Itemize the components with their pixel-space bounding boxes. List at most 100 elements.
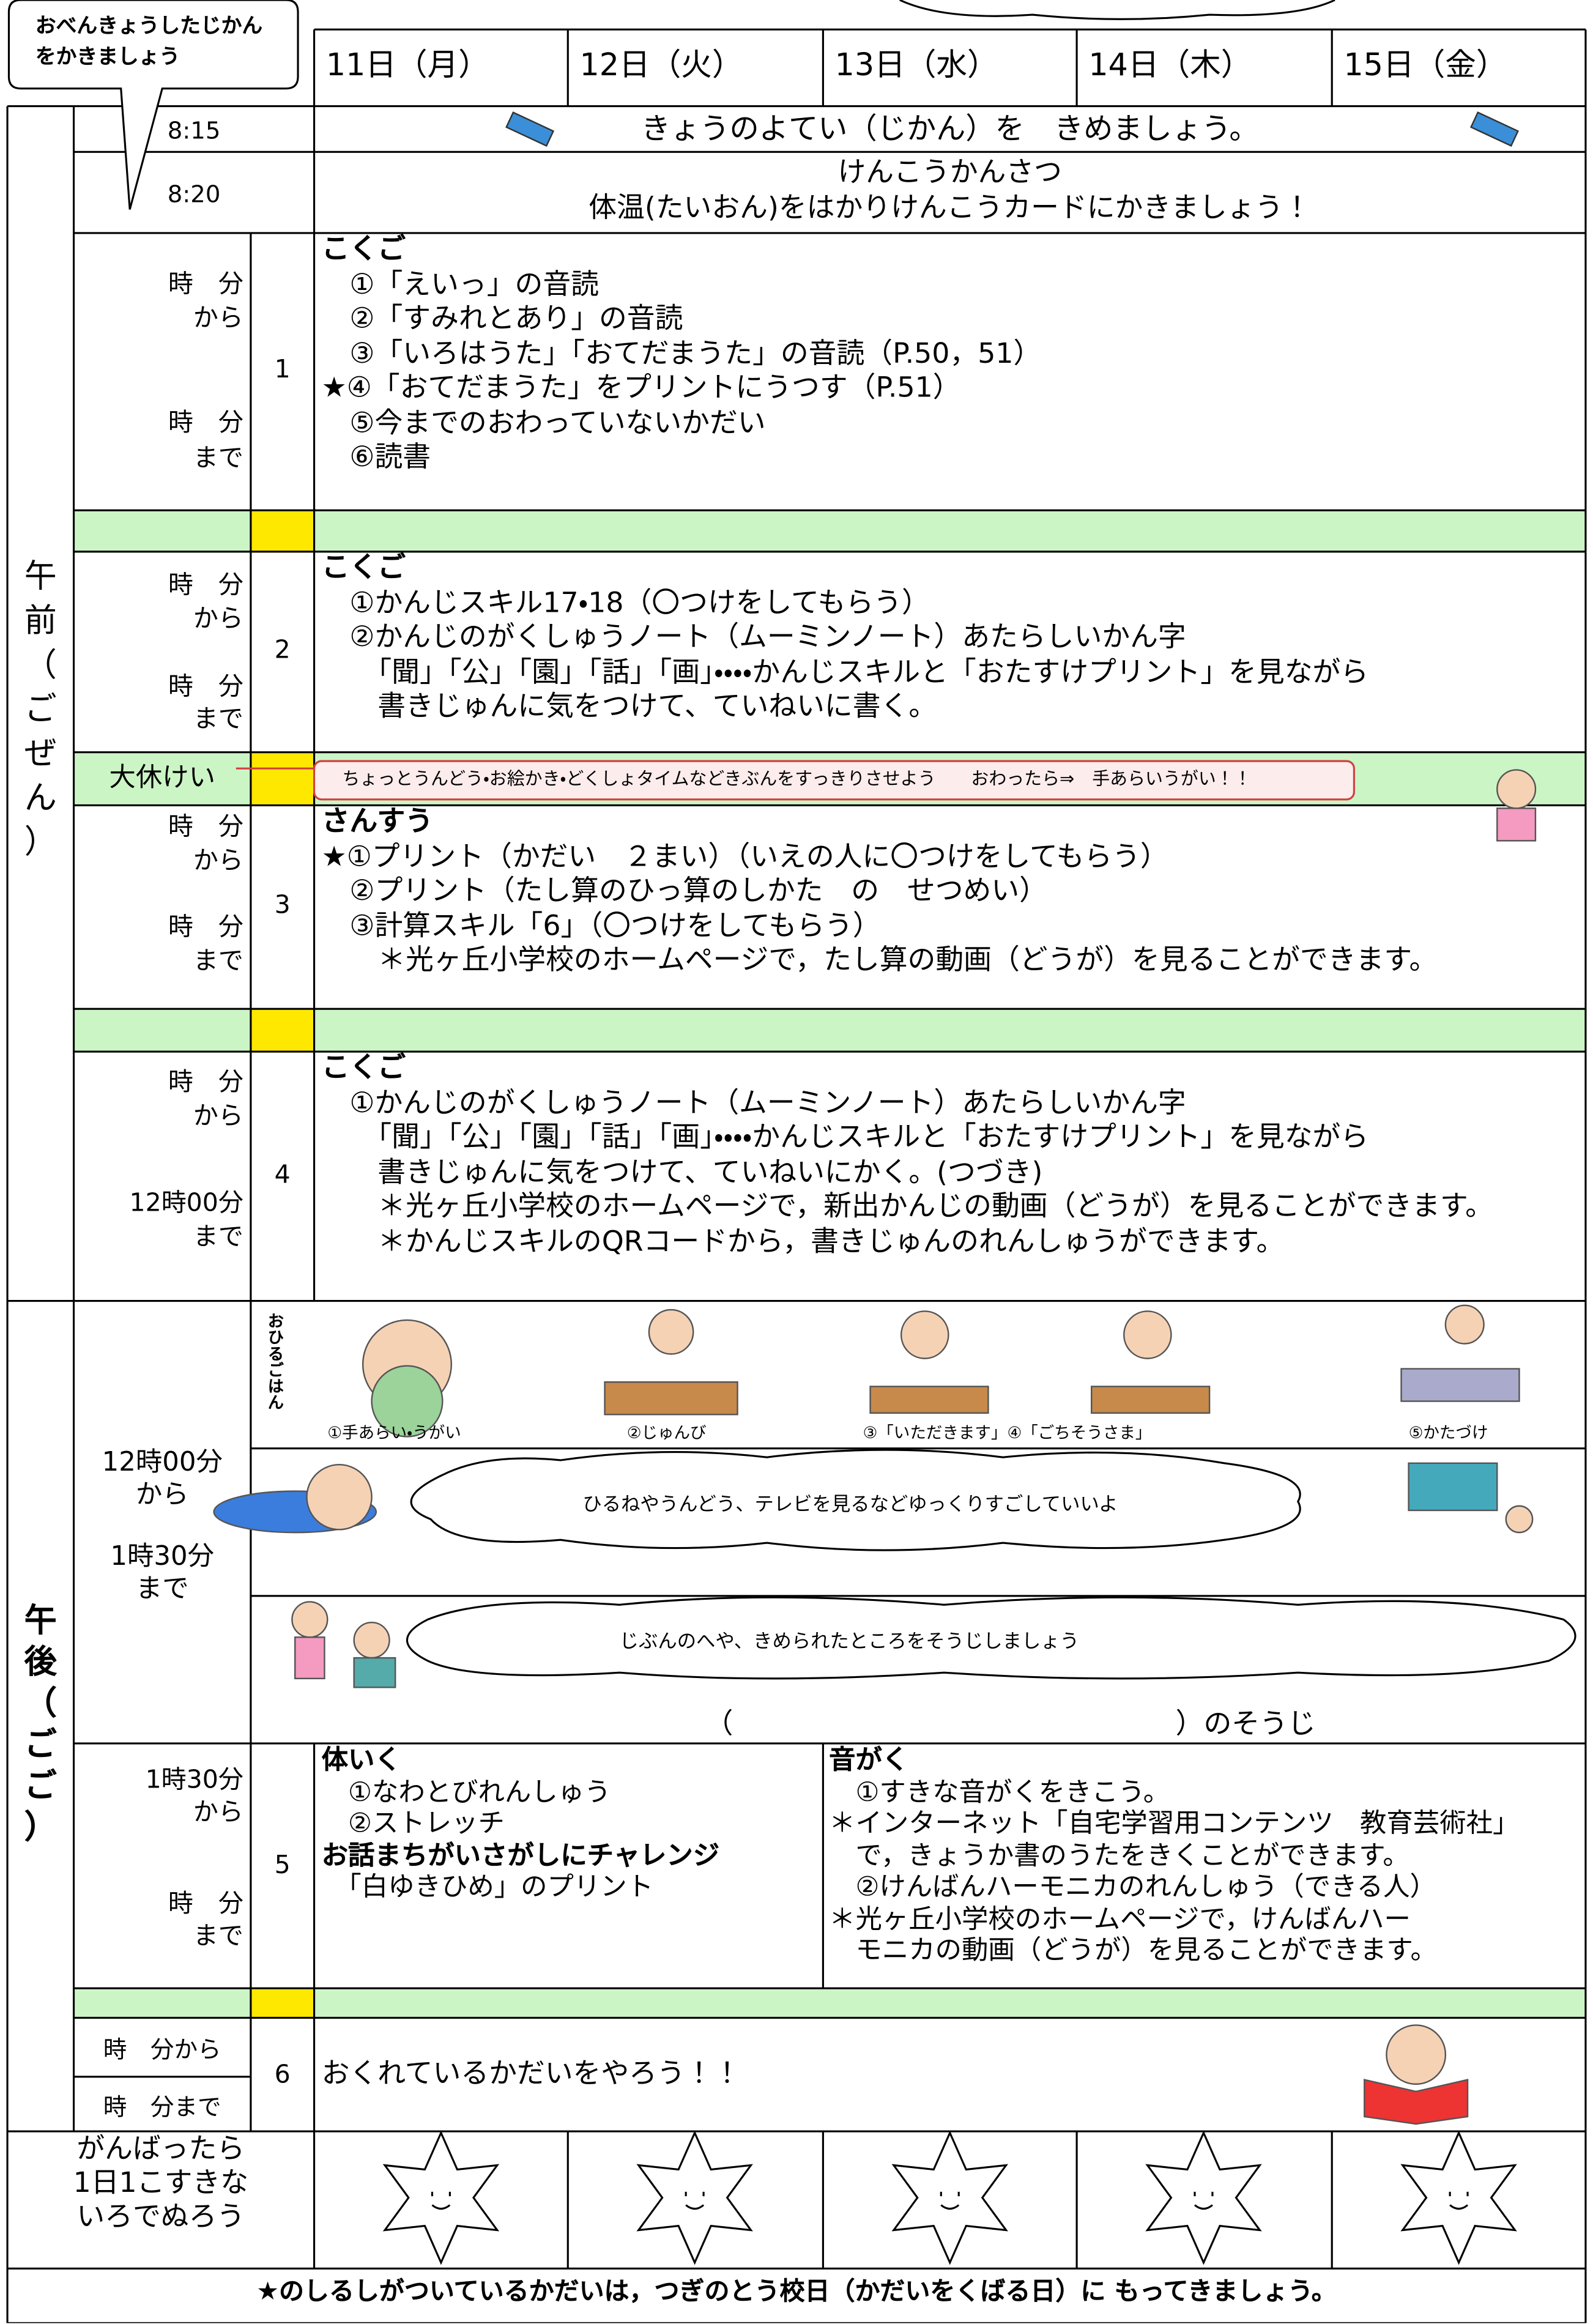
text: 6: [274, 2060, 291, 2090]
text: ご: [24, 691, 57, 729]
text: 8:15: [167, 116, 221, 145]
illustrations: [213, 769, 1537, 2125]
clouds: [406, 1449, 1576, 1680]
text: ②けんばんハーモニカのれんしゅう（できる人）: [829, 1871, 1436, 1903]
text: ⑥読書: [321, 440, 431, 473]
text: ）: [24, 1810, 57, 1847]
text: まで: [135, 1573, 189, 1605]
text: ★①プリント（かだい ２まい）（いえの人に〇つけをしてもらう）: [321, 840, 1168, 873]
text: 4: [274, 1160, 291, 1190]
text: まで: [193, 705, 243, 735]
text: ＊かんじスキルのQRコードから，書きじゅんのれんしゅうができます。: [321, 1225, 1285, 1258]
text: まで: [193, 1222, 243, 1253]
text: 13日（水）: [834, 47, 998, 83]
star-face: [1449, 2191, 1469, 2210]
text: ★のしるしがついているかだいは，つぎのとう校日（かだいをくばる日）に もってきま…: [256, 2277, 1337, 2307]
text: 時 分まで: [103, 2093, 221, 2122]
text: 3: [274, 891, 291, 921]
text: さんすう: [321, 805, 433, 838]
text: まで: [193, 946, 243, 977]
star-face: [1194, 2191, 1214, 2210]
text: ひるねやうんどう、テレビを見るなどゆっくりすごしていいよ: [582, 1494, 1118, 1517]
cloud-top: [899, 0, 1335, 20]
text: から: [193, 604, 243, 634]
text: ①かんじのがくしゅうノート（ムーミンノート）あたらしいかん字: [321, 1086, 1186, 1119]
recess-note: [236, 760, 1355, 801]
text: ぜ: [24, 736, 57, 773]
text: 1日1こすきな: [73, 2166, 249, 2199]
text: ）: [24, 824, 57, 862]
text: まで: [193, 1921, 243, 1951]
text: ②「すみれとあり」の音読: [321, 302, 683, 335]
text: で，きょうか書のうたをきくことができます。: [829, 1840, 1409, 1871]
text: ＊光ヶ丘小学校のホームページで，けんばんハー: [829, 1903, 1411, 1935]
text: ★④「おてだまうた」をプリントにうつす（P.51）: [321, 371, 961, 404]
text: 時 分: [168, 270, 243, 300]
text: 体いく: [321, 1745, 401, 1776]
text: いろでぬろう: [76, 2200, 245, 2233]
star-face: [685, 2191, 705, 2210]
text: ①かんじスキル17・18（〇つけをしてもらう）: [321, 586, 930, 619]
text: 2: [274, 636, 291, 666]
text: ）のそうじ: [1175, 1708, 1316, 1741]
text: 14日（木）: [1088, 47, 1252, 83]
text: から: [193, 1102, 243, 1132]
text: 1: [274, 355, 291, 385]
text: こくご: [321, 1052, 406, 1085]
text: 時 分: [168, 812, 243, 842]
star: [1145, 2130, 1262, 2265]
text: 大休けい: [109, 762, 216, 794]
text: 時 分: [168, 408, 243, 439]
text: から: [193, 846, 243, 877]
text: ちょっとうんどう・お絵かき・どくしょタイムなどきぶんをすっきりさせよう おわった…: [342, 768, 1252, 789]
text: 時 分: [168, 672, 243, 702]
text: けんこうかんさつ: [837, 156, 1062, 189]
text: ん: [24, 780, 57, 817]
text: きょうのよてい（じかん）を きめましょう。: [641, 110, 1259, 146]
text: 時 分: [168, 571, 243, 601]
star-face: [940, 2191, 960, 2210]
stars: [382, 2130, 1517, 2265]
text: （: [24, 647, 57, 685]
text: 前: [24, 603, 57, 640]
text: 午: [24, 559, 57, 596]
text: 書きじゅんに気をつけて、ていねいにかく。(つづき): [321, 1156, 1043, 1189]
text: ②ストレッチ: [321, 1808, 505, 1840]
text: 1時30分: [110, 1541, 215, 1573]
text: 時 分: [168, 913, 243, 943]
star: [382, 2130, 500, 2265]
text: モニカの動画（どうが）を見ることができます。: [829, 1935, 1437, 1966]
star: [891, 2130, 1008, 2265]
text: ＊光ヶ丘小学校のホームページで，たし算の動画（どうが）を見ることができます。: [321, 944, 1438, 977]
pencil-icons: [505, 111, 1519, 147]
text: ②かんじのがくしゅうノート（ムーミンノート）あたらしいかん字: [321, 621, 1186, 654]
text: 8:20: [167, 180, 221, 208]
text: おくれているかだいをやろう！！: [321, 2057, 741, 2090]
text: 5: [274, 1851, 291, 1881]
text: （: [24, 1685, 57, 1723]
text: ⑤かたづけ: [1408, 1423, 1488, 1443]
text: 12時00分: [102, 1447, 223, 1478]
text: 12日（火）: [579, 47, 743, 83]
text: 15日（金）: [1343, 47, 1507, 83]
text: 体温(たいおん)をはかりけんこうカードにかきましょう！: [589, 191, 1312, 225]
text: がんばったら: [76, 2133, 245, 2166]
text: じぶんのへや、きめられたところをそうじしましょう: [619, 1631, 1080, 1654]
text: 11日（月）: [325, 47, 489, 83]
note-bubble: [7, 0, 299, 210]
text: ＊光ヶ丘小学校のホームページで，新出かんじの動画（どうが）を見ることができます。: [321, 1190, 1494, 1223]
text: ご: [24, 1768, 57, 1806]
text: 音がく: [829, 1745, 909, 1776]
text: ③「いろはうた」「おてだまうた」の音読（P.50，51）: [321, 336, 1042, 369]
text: 1時30分: [145, 1765, 243, 1795]
text: おべんきょうしたじかん: [35, 15, 263, 39]
text: 午: [24, 1603, 57, 1641]
text: ③「いただきます」④「ごちそうさま」: [863, 1423, 1152, 1443]
text: おひるごはん: [265, 1312, 285, 1411]
text: 「白ゆきひめ」のプリント: [321, 1871, 654, 1903]
text: ②プリント（たし算のひっ算のしかた の せつめい）: [321, 874, 1047, 907]
text: ①なわとびれんしゅう: [321, 1776, 611, 1808]
text: 「聞」「公」「園」「話」「画」・・・・かんじスキルと「おたすけプリント」を見なが…: [321, 1121, 1369, 1154]
